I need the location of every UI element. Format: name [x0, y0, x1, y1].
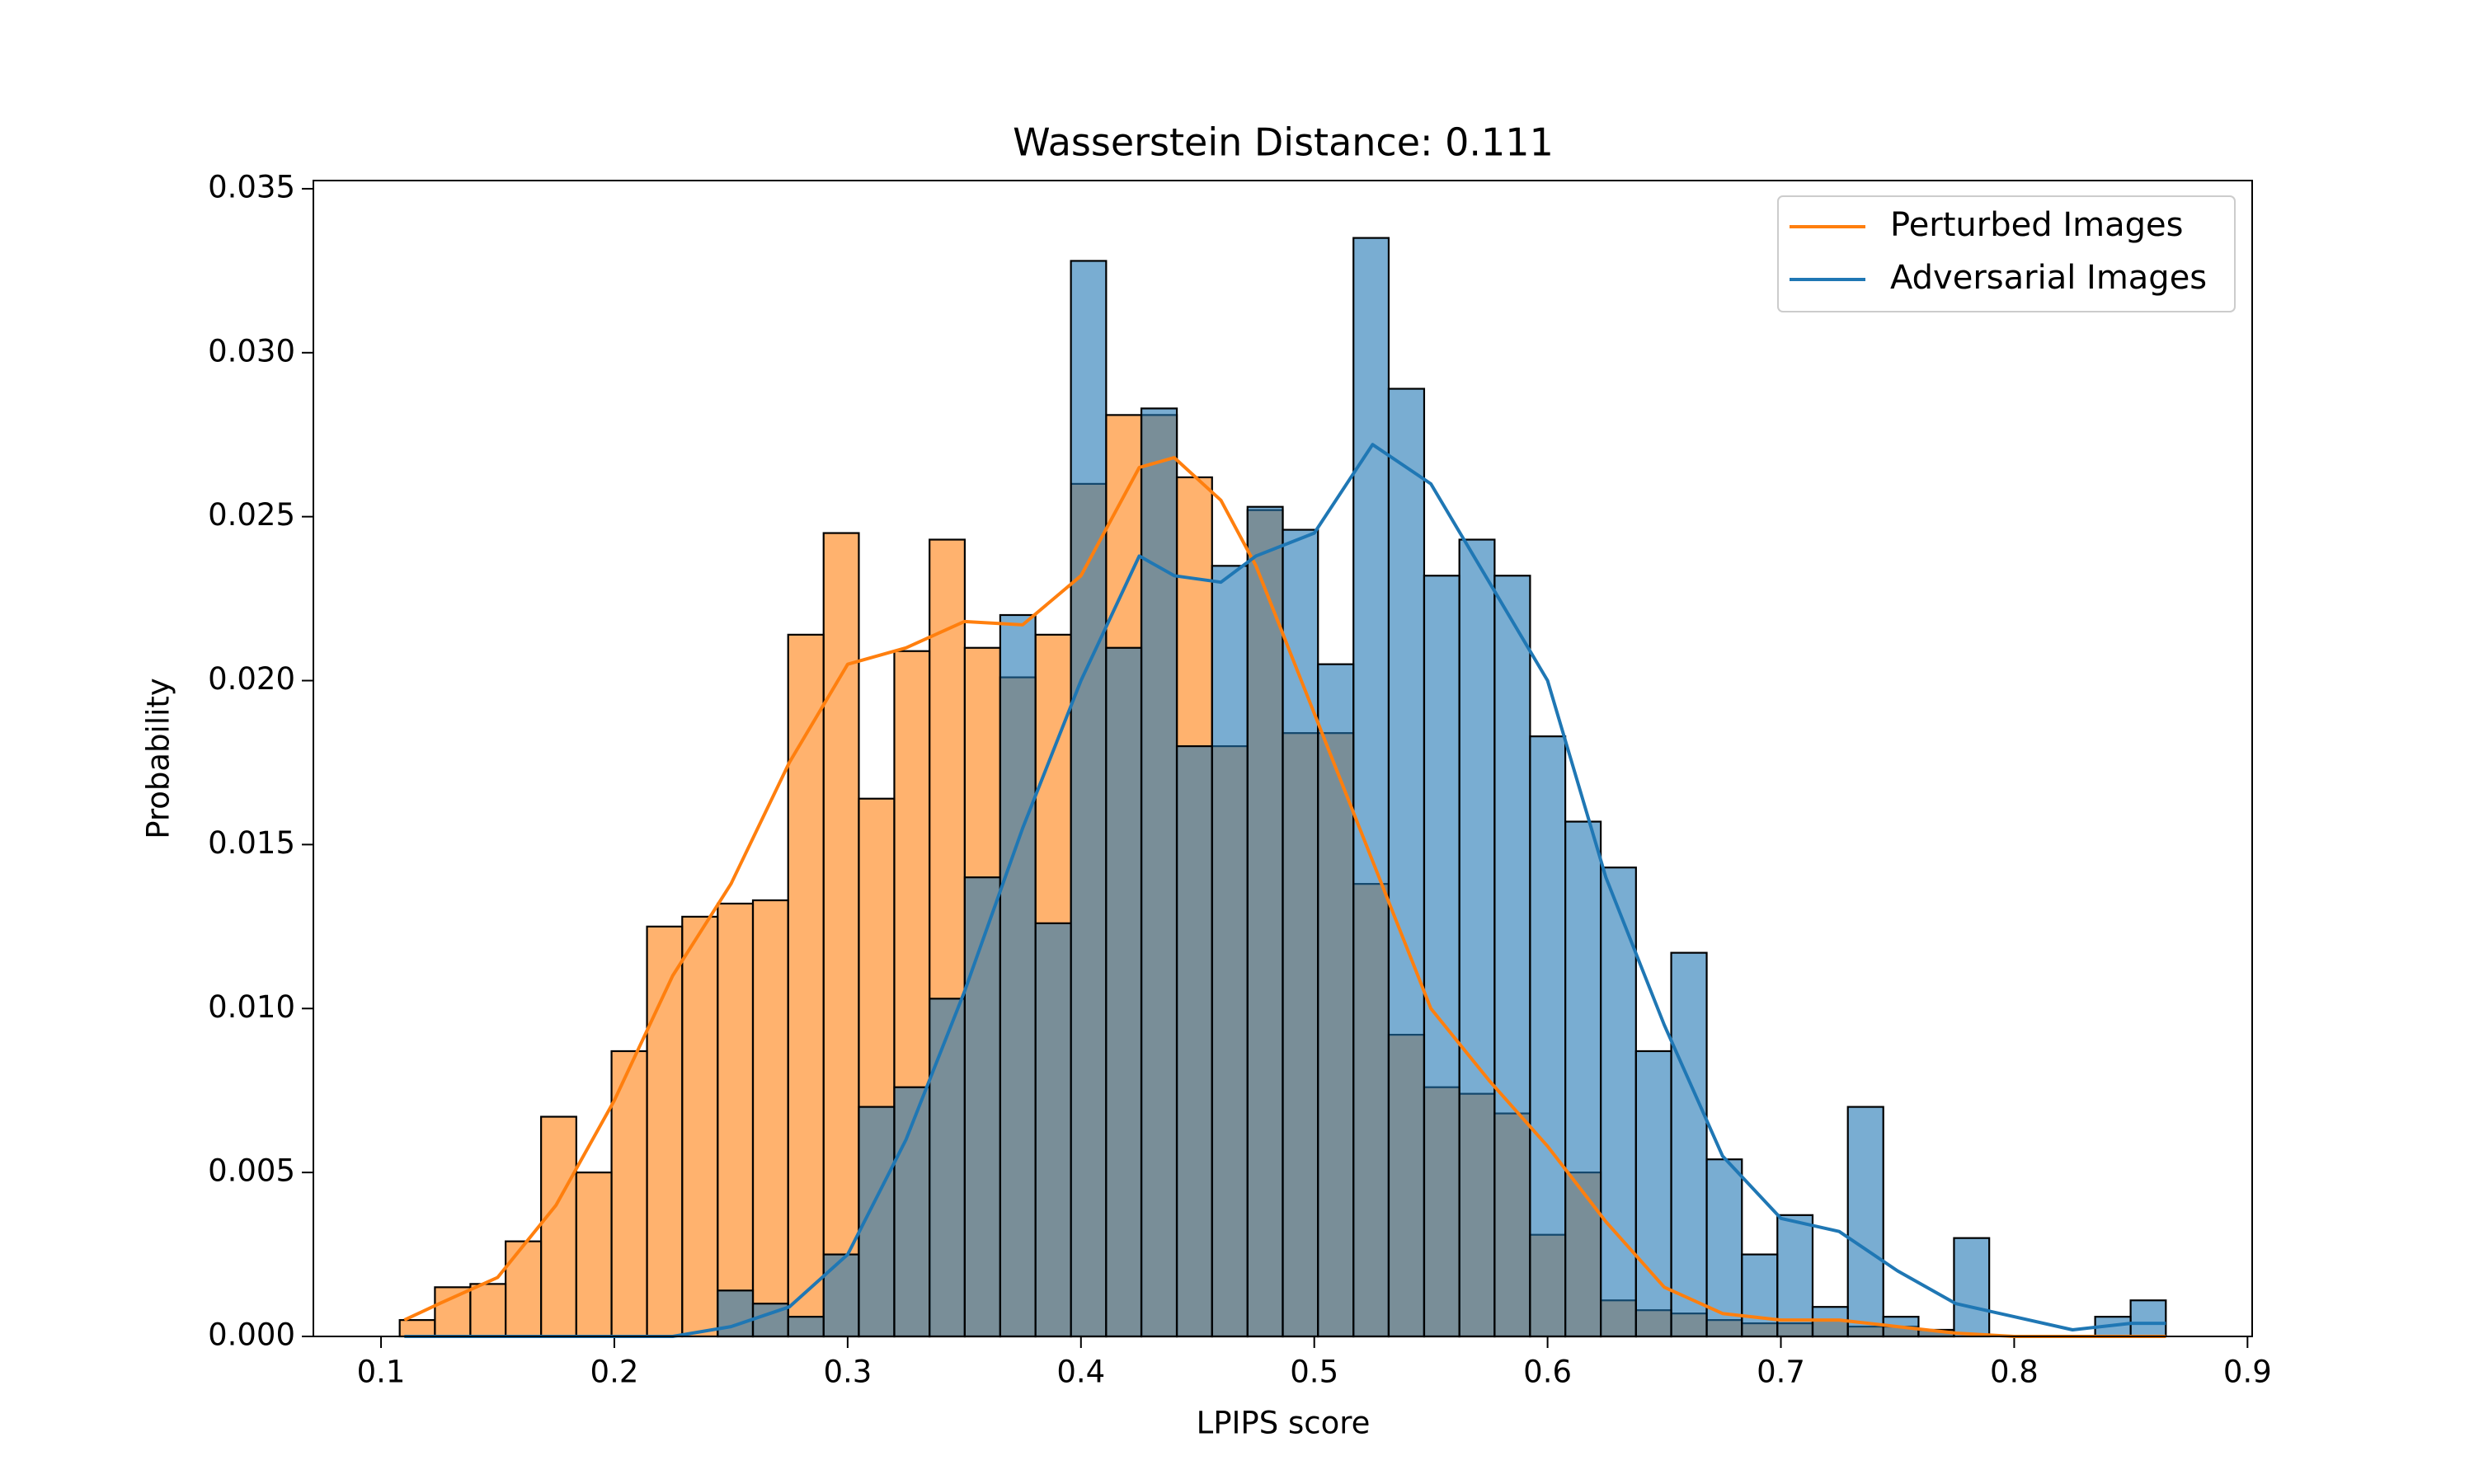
histogram-bar: [1246, 505, 1284, 1338]
histogram-bar: [646, 925, 684, 1338]
histogram-bar: [1317, 663, 1355, 1338]
x-tick-label: 0.2: [590, 1355, 639, 1390]
x-axis-label: LPIPS score: [1197, 1406, 1371, 1441]
histogram-bar: [717, 902, 755, 1338]
histogram-bar: [1352, 237, 1390, 1338]
x-tick-label: 0.5: [1290, 1355, 1338, 1390]
y-tick-label: 0.035: [208, 169, 295, 204]
x-tick-label: 0.4: [1056, 1355, 1105, 1390]
histogram-bar: [1670, 951, 1708, 1338]
histogram-bar: [2129, 1299, 2167, 1338]
histogram-bar: [1140, 407, 1178, 1338]
y-tick-label: 0.025: [208, 497, 295, 533]
histogram-bar: [1564, 820, 1602, 1338]
histogram-bar: [1423, 575, 1460, 1338]
kde-line: [403, 456, 2166, 1338]
histogram-bar: [1105, 646, 1143, 1338]
legend-box: [1777, 195, 2236, 312]
histogram-bar: [787, 1316, 825, 1338]
x-tick-label: 0.9: [2223, 1355, 2272, 1390]
histogram-bar: [822, 1253, 860, 1338]
histogram-bar: [1634, 1050, 1672, 1338]
histogram-bar: [787, 633, 825, 1338]
x-tick-label: 0.3: [823, 1355, 872, 1390]
histogram-bar: [469, 1283, 507, 1338]
histogram-bar: [999, 613, 1037, 1338]
histogram-bar: [1493, 575, 1531, 1338]
histogram-bar: [1846, 1106, 1884, 1338]
histogram-bar: [1776, 1214, 1814, 1338]
histogram-bar: [1953, 1237, 1991, 1338]
kde-line: [404, 443, 2166, 1338]
histogram-bar: [1387, 387, 1426, 1338]
x-tick-label: 0.6: [1523, 1355, 1572, 1390]
histogram-bar: [929, 998, 966, 1338]
histogram-bar: [540, 1115, 577, 1338]
plot-frame: [313, 180, 2253, 1337]
y-tick-label: 0.020: [208, 661, 295, 697]
histogram-bar: [1070, 260, 1108, 1338]
x-tick-label: 0.8: [1990, 1355, 2039, 1390]
histogram-bar: [1529, 735, 1567, 1338]
y-tick-label: 0.005: [208, 1153, 295, 1189]
legend-label: Perturbed Images: [1890, 206, 2183, 244]
histogram-bar: [575, 1172, 613, 1338]
histogram-bar: [1458, 538, 1496, 1338]
x-tick-label: 0.1: [357, 1355, 406, 1390]
histogram-bar: [681, 915, 719, 1338]
legend-label: Adversarial Images: [1890, 259, 2207, 297]
histogram-bar: [505, 1240, 543, 1338]
histogram-bar: [822, 532, 860, 1338]
histogram-bar: [751, 899, 789, 1338]
histogram-bar: [1741, 1253, 1779, 1338]
x-tick-label: 0.7: [1757, 1355, 1805, 1390]
histogram-bar: [434, 1286, 472, 1338]
chart-title: Wasserstein Distance: 0.111: [1013, 120, 1554, 165]
y-tick-label: 0.000: [208, 1317, 295, 1353]
y-tick-label: 0.015: [208, 825, 295, 861]
histogram-bar: [1211, 565, 1249, 1338]
y-tick-label: 0.030: [208, 333, 295, 369]
histogram-bar: [398, 1319, 436, 1338]
y-tick-label: 0.010: [208, 989, 295, 1025]
histogram-bar: [1175, 744, 1213, 1338]
y-axis-label: Probability: [141, 678, 176, 839]
histogram-bar: [1034, 922, 1072, 1338]
histogram-bar: [963, 876, 1001, 1338]
histogram-bar: [1282, 528, 1319, 1338]
